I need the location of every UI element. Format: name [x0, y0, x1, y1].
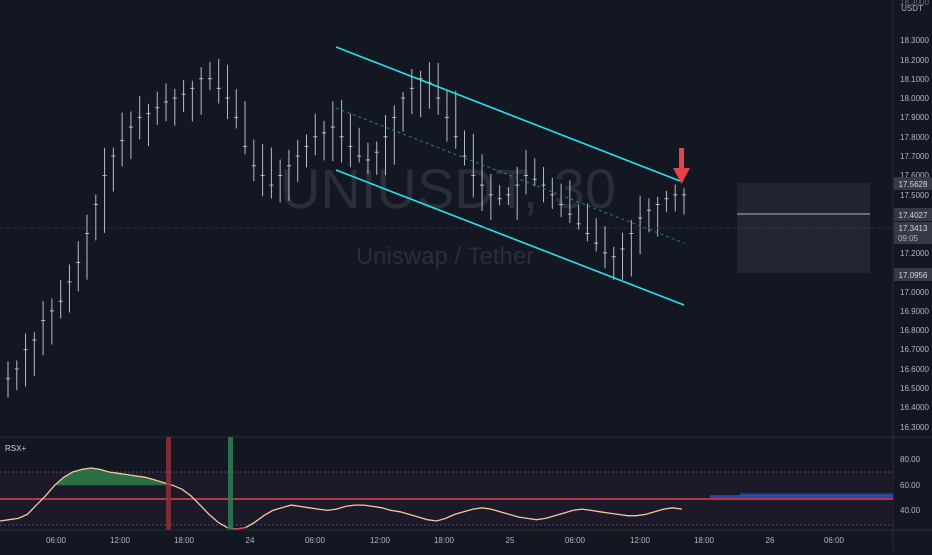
- time-tick-label: 26: [766, 536, 775, 545]
- time-tick-label: 18:00: [434, 536, 455, 545]
- price-tick-label: 17.5000: [900, 191, 929, 200]
- time-tick-label: 06:00: [824, 536, 845, 545]
- price-tick-label: 16.8000: [900, 326, 929, 335]
- time-tick-label: 06:00: [565, 536, 586, 545]
- rsx-overbought-fill: [54, 468, 173, 486]
- time-tick-label: 25: [506, 536, 515, 545]
- price-label-bottom: 17.0956: [894, 268, 932, 281]
- svg-text:17.5628: 17.5628: [899, 180, 928, 189]
- projection-box-upper: [737, 183, 870, 214]
- countdown-label: 09:05: [898, 234, 919, 243]
- signal-bar-green: [228, 437, 233, 530]
- time-tick-label: 18:00: [174, 536, 195, 545]
- time-tick-label: 24: [246, 536, 255, 545]
- current-price-label: 17.3413 09:05: [894, 222, 932, 244]
- watermark-name: Uniswap / Tether: [356, 243, 534, 270]
- projection-rsx-2: [740, 493, 893, 496]
- rsx-level-label-60: 60.00: [900, 481, 921, 490]
- rsx-pane[interactable]: RSX+ 80.00 60.00 40.00: [0, 437, 921, 530]
- arrow-down-icon[interactable]: [673, 148, 690, 184]
- price-tick-label: 18.2000: [900, 56, 929, 65]
- time-tick-label: 12:00: [630, 536, 651, 545]
- indicator-name: RSX+: [5, 444, 26, 453]
- currency-label: USDT: [901, 4, 923, 13]
- price-tick-label: 17.9000: [900, 113, 929, 122]
- time-tick-label: 12:00: [110, 536, 131, 545]
- price-tick-label: 16.3000: [900, 423, 929, 432]
- projection-rsx-1: [710, 495, 893, 498]
- time-tick-label: 06:00: [46, 536, 67, 545]
- time-tick-label: 18:00: [694, 536, 715, 545]
- time-axis[interactable]: 06:00 12:00 18:00 24 06:00 12:00 18:00 25 06:00 1…: [46, 536, 845, 545]
- price-tick-label: 17.2000: [900, 249, 929, 258]
- rsx-level-label-80: 80.00: [900, 455, 921, 464]
- price-tick-label: 18.3000: [900, 36, 929, 45]
- price-tick-label: 17.6000: [900, 171, 929, 180]
- signal-bar-red: [166, 437, 171, 530]
- price-tick-label: 17.8000: [900, 133, 929, 142]
- channel-upper-line[interactable]: [335, 46, 681, 182]
- price-label-mid: 17.4027: [894, 208, 932, 221]
- price-tick-label: 18.1000: [900, 75, 929, 84]
- time-tick-label: 12:00: [370, 536, 391, 545]
- watermark-symbol: UNIUSDT, 30: [280, 157, 616, 220]
- rsx-level-label-40: 40.00: [900, 506, 921, 515]
- price-tick-label: 16.9000: [900, 307, 929, 316]
- price-tick-label: 18.0000: [900, 94, 929, 103]
- price-tick-label: 16.4000: [900, 403, 929, 412]
- price-tick-label-partial: 18.3000: [900, 0, 929, 7]
- candles: [6, 58, 686, 398]
- time-tick-label: 06:00: [305, 536, 326, 545]
- svg-text:17.3413: 17.3413: [899, 224, 928, 233]
- price-tick-label: 16.7000: [900, 345, 929, 354]
- price-tick-label: 16.6000: [900, 365, 929, 374]
- channel-mid-line[interactable]: [335, 107, 685, 244]
- rsx-line: [0, 467, 683, 530]
- channel-lower-line[interactable]: [335, 169, 685, 306]
- svg-text:17.4027: 17.4027: [899, 211, 928, 220]
- price-tick-label: 17.7000: [900, 152, 929, 161]
- price-tick-label: 16.5000: [900, 384, 929, 393]
- price-tick-label: 17.0000: [900, 288, 929, 297]
- price-label-top: 17.5628: [894, 177, 932, 190]
- svg-text:17.0956: 17.0956: [899, 271, 928, 280]
